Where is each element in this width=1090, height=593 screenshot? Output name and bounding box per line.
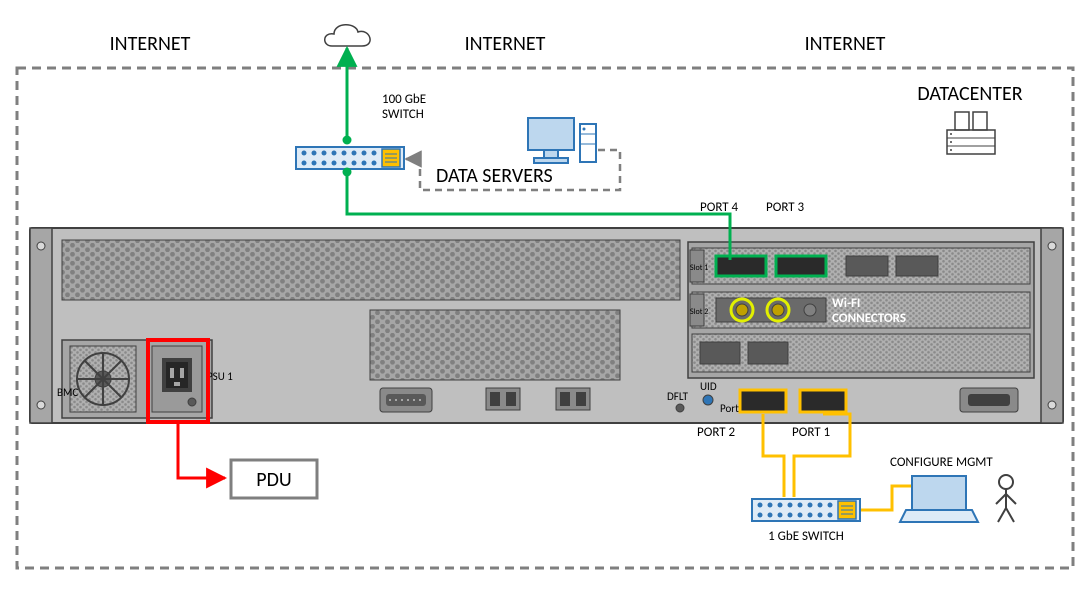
port4-jack [716, 256, 766, 276]
mgmt-laptop-icon [900, 476, 978, 522]
label-psu: PSU 1 [207, 370, 233, 383]
data-server-pc-icon [528, 118, 596, 163]
wifi-connectors [716, 298, 826, 322]
label-bmc: BMC [57, 386, 78, 399]
label-port1: PORT 1 [792, 425, 830, 440]
label-port2: PORT 2 [697, 425, 736, 440]
label-internet-2: INTERNET [465, 32, 546, 56]
label-wifi-1: Wi-FI [832, 296, 860, 311]
label-slot2: Slot 2 [690, 307, 708, 317]
port1-jack [800, 390, 846, 412]
port3-jack [776, 256, 826, 276]
label-data-servers: DATA SERVERS [436, 164, 553, 188]
node-green-sw [343, 168, 352, 177]
label-config-mgmt: CONFIGURE MGMT [890, 455, 993, 470]
label-internet-1: INTERNET [110, 32, 191, 56]
label-wifi-2: CONNECTORS [832, 311, 906, 326]
datacenter-icon [947, 112, 995, 154]
label-switch100-l1: 100 GbE [382, 92, 426, 107]
switch-100gbe [296, 147, 404, 169]
link-psu-to-pdu [178, 424, 225, 478]
label-slot1: Slot 1 [690, 263, 708, 273]
label-port4: PORT 4 [700, 200, 739, 215]
node-green-top [343, 136, 352, 145]
link-port2-down [763, 414, 784, 497]
cloud-icon [325, 25, 370, 46]
label-port3: PORT 3 [766, 200, 805, 215]
label-pdu: PDU [256, 468, 291, 492]
switch-1gbe [752, 499, 860, 521]
label-uid: UID [700, 380, 717, 393]
person-icon [996, 475, 1016, 522]
label-switch100-l2: SWITCH [382, 107, 424, 122]
label-internet-3: INTERNET [805, 32, 886, 56]
server-chassis: DFLT UID Port 3 BMC PSU 1 [30, 228, 1063, 423]
label-datacenter: DATACENTER [917, 82, 1022, 106]
label-dflt: DFLT [667, 390, 689, 403]
label-switch1g: 1 GbE SWITCH [768, 529, 844, 544]
port2-jack [740, 390, 786, 412]
